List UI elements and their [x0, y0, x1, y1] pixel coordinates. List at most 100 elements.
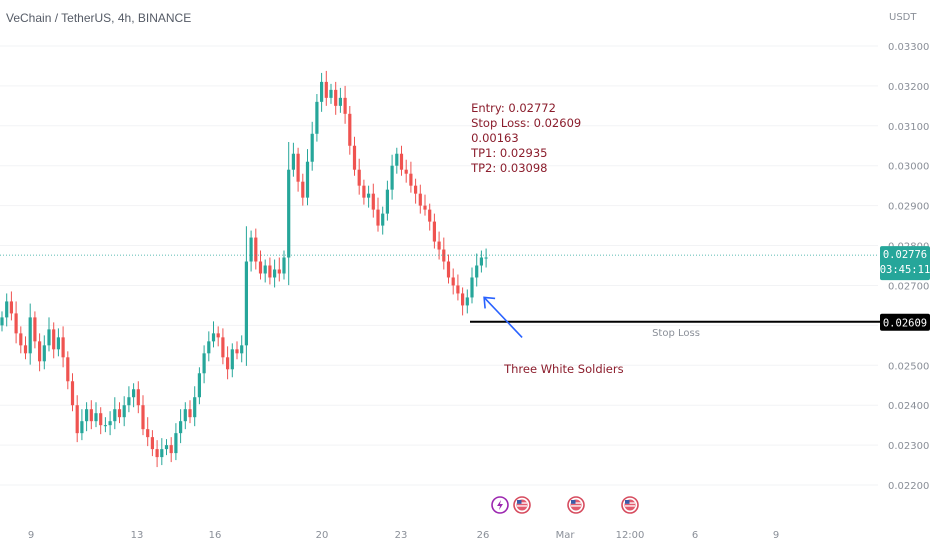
us-flag-icon[interactable] — [567, 496, 585, 514]
candle — [399, 153, 404, 170]
flag-canton — [517, 500, 522, 504]
candle — [61, 337, 65, 358]
candle — [179, 421, 183, 434]
candle — [33, 317, 37, 342]
candle — [183, 409, 187, 422]
price-tick-label: 0.02500 — [888, 361, 929, 372]
candle — [428, 209, 432, 222]
price-tick-label: 0.03300 — [888, 42, 929, 53]
candle — [202, 353, 206, 374]
candle — [150, 437, 154, 450]
flag-stripe — [625, 502, 635, 504]
time-tick-label: Mar — [556, 530, 576, 541]
candle — [249, 237, 253, 262]
candle — [70, 381, 75, 406]
candle — [117, 409, 122, 418]
candle — [38, 341, 42, 362]
arrow-head — [483, 296, 496, 309]
us-flag-icon[interactable] — [513, 496, 531, 514]
stop-loss-label: Stop Loss — [652, 328, 700, 339]
candle — [423, 205, 427, 210]
candle — [324, 81, 328, 98]
candle — [451, 277, 455, 286]
candle — [484, 257, 488, 259]
price-tick-label: 0.02700 — [888, 281, 929, 292]
candle — [211, 333, 216, 342]
candle — [99, 413, 103, 426]
candle — [357, 169, 361, 186]
candle — [334, 89, 338, 106]
candle — [475, 265, 479, 278]
candle — [136, 389, 140, 406]
candle — [80, 421, 84, 434]
candle — [113, 409, 117, 422]
time-tick-label: 23 — [395, 530, 408, 541]
flag-stripe — [517, 505, 527, 507]
candle — [414, 185, 418, 194]
price-tick-label: 0.02200 — [888, 481, 929, 492]
stop-loss-tag: 0.02609 — [880, 313, 930, 331]
candle — [381, 213, 385, 226]
candle — [385, 189, 389, 214]
candle — [75, 405, 79, 434]
candle — [235, 349, 239, 354]
countdown-timer: 03:45:11 — [880, 264, 931, 276]
candle — [343, 97, 347, 114]
trade-note-line: Entry: 0.02772 — [471, 101, 556, 115]
candle — [376, 209, 380, 226]
candle — [465, 297, 469, 306]
candle — [103, 425, 107, 427]
price-tick-label: 0.03200 — [888, 82, 929, 93]
candle — [42, 345, 46, 362]
candle — [367, 193, 371, 198]
time-tick-label: 6 — [692, 530, 698, 541]
candle — [28, 317, 32, 354]
price-tick-label: 0.03000 — [888, 162, 929, 173]
candle — [437, 241, 441, 250]
candle — [5, 301, 9, 318]
candle — [193, 397, 197, 418]
candle — [277, 269, 281, 274]
candle — [141, 405, 145, 430]
candle — [287, 169, 291, 258]
arrow-shaft — [483, 296, 523, 338]
candle — [320, 81, 324, 102]
candle — [169, 445, 173, 454]
current-price-box — [880, 246, 930, 281]
candle — [188, 409, 192, 418]
candle — [85, 409, 89, 422]
candle — [352, 145, 357, 170]
candle — [174, 433, 178, 454]
candle — [418, 193, 422, 206]
candle — [244, 261, 248, 346]
candle — [479, 257, 483, 266]
lightning-icon[interactable] — [491, 496, 509, 514]
candle — [258, 261, 263, 274]
flag-stripe — [517, 502, 527, 504]
flag-stripe — [571, 505, 581, 507]
candle — [348, 113, 352, 146]
candle — [14, 313, 18, 334]
price-tick-label: 0.03100 — [888, 122, 929, 133]
time-tick-label: 20 — [316, 530, 329, 541]
trade-note-line: Stop Loss: 0.02609 — [471, 116, 581, 130]
price-tick-label: 0.02400 — [888, 401, 929, 412]
price-tick-label: 0.02300 — [888, 441, 929, 452]
candle — [442, 249, 446, 262]
time-tick-label: 9 — [28, 530, 34, 541]
candle — [52, 329, 56, 350]
candle — [56, 337, 60, 350]
us-flag-icon[interactable] — [621, 496, 639, 514]
candle — [216, 333, 220, 338]
candle — [23, 345, 28, 354]
candle — [432, 221, 436, 242]
candle — [94, 413, 98, 422]
candle — [146, 429, 150, 438]
stop-loss-box — [880, 313, 930, 331]
candle — [362, 185, 366, 198]
candle — [291, 153, 295, 170]
lightning-bolt — [497, 500, 503, 510]
candle — [122, 405, 126, 418]
candle — [66, 357, 70, 382]
